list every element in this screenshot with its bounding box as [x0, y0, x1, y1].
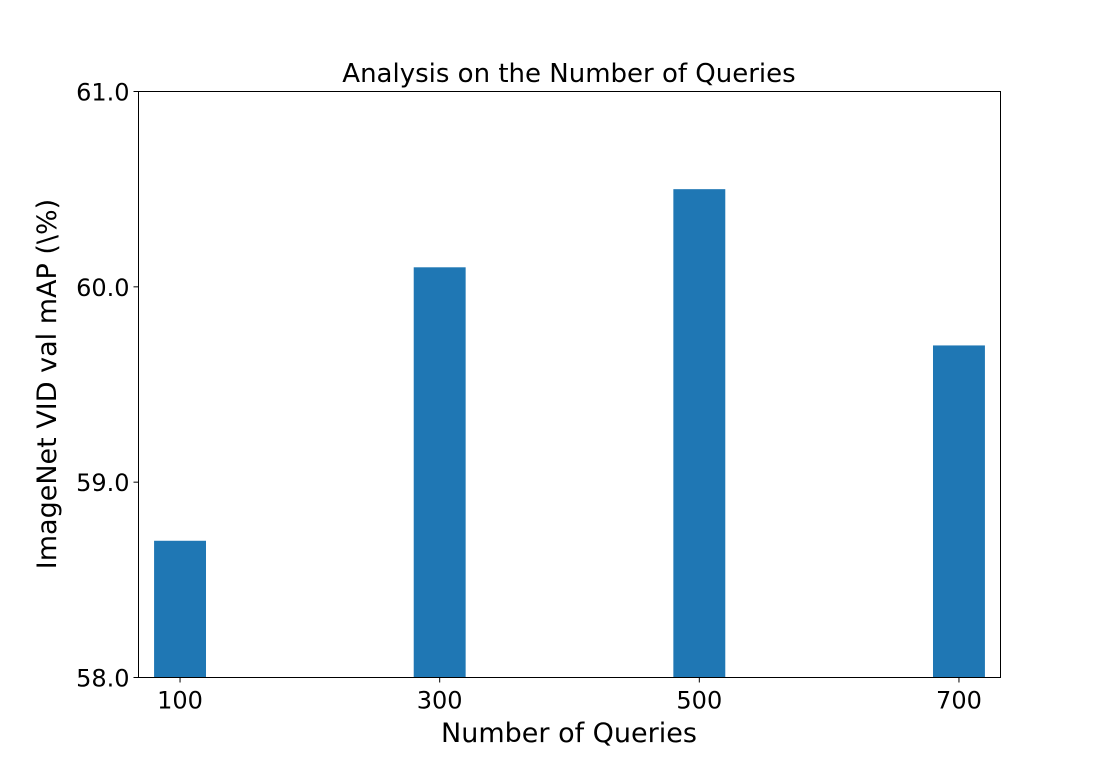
bar-300 — [413, 267, 466, 678]
y-tick-label: 60.0 — [76, 274, 129, 302]
y-tick-label: 58.0 — [76, 665, 129, 693]
plot-frame — [138, 91, 1001, 678]
x-tick-label: 700 — [936, 687, 982, 715]
y-tick-label: 61.0 — [76, 79, 129, 107]
bar-700 — [932, 345, 985, 678]
x-tick-label: 500 — [676, 687, 722, 715]
x-tick-label: 300 — [417, 687, 463, 715]
bar-100 — [154, 540, 207, 678]
bars-layer — [154, 189, 985, 678]
x-tick-label: 100 — [157, 687, 203, 715]
y-axis-label: ImageNet VID val mAP (\%) — [32, 199, 63, 569]
y-tick-label: 59.0 — [76, 469, 129, 497]
chart-title: Analysis on the Number of Queries — [342, 59, 795, 89]
bar-500 — [673, 189, 726, 678]
x-axis-label: Number of Queries — [441, 718, 697, 749]
ticks-layer: 100 300 500 700 58.0 59.0 60.0 61.0 — [76, 79, 982, 715]
